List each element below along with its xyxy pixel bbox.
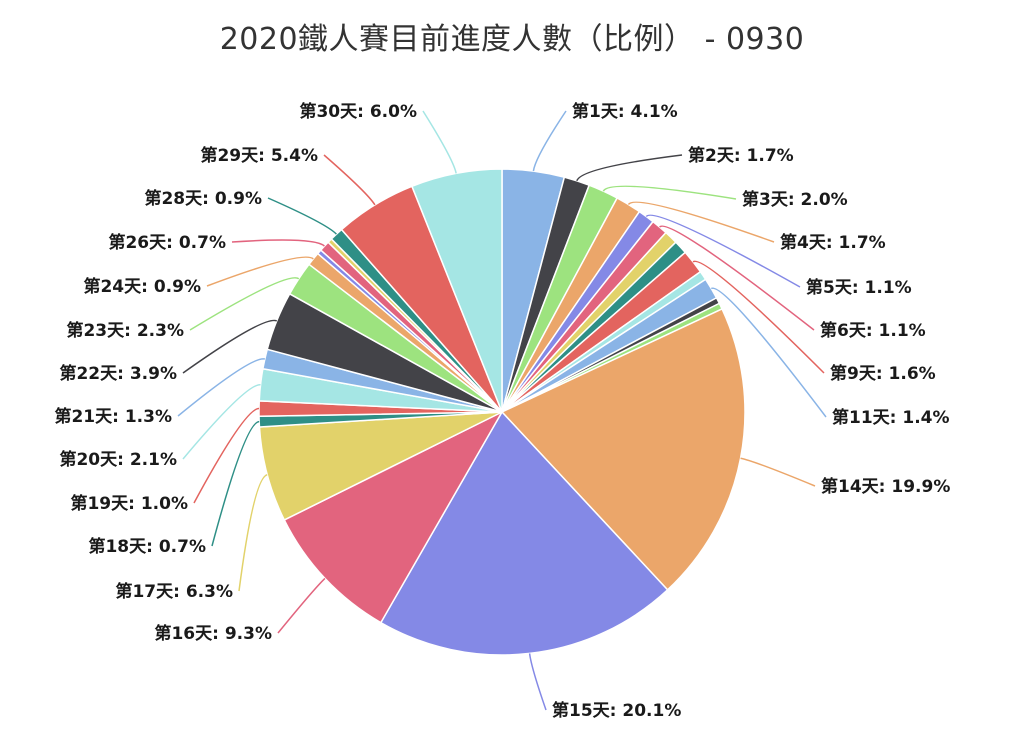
pie-slice-15 (380, 411, 669, 656)
label-connectors (177, 110, 827, 711)
label-connector-20 (182, 384, 261, 460)
slice-label-26: 第26天: 0.7% (108, 232, 226, 253)
pie-slice-30 (411, 168, 503, 413)
slice-label-24: 第24天: 0.9% (83, 276, 201, 297)
label-connector-22 (182, 319, 278, 374)
label-connector-29 (323, 154, 376, 206)
slice-label-5: 第5天: 1.1% (806, 277, 912, 298)
label-connector-28 (267, 197, 337, 235)
slice-label-6: 第6天: 1.1% (820, 320, 926, 341)
slice-label-1: 第1天: 4.1% (572, 101, 678, 122)
slice-label-3: 第3天: 2.0% (742, 189, 848, 210)
label-connector-16 (277, 577, 326, 634)
label-connector-26 (231, 239, 325, 247)
slice-label-18: 第18天: 0.7% (88, 536, 206, 557)
label-connector-11 (710, 287, 827, 418)
slice-labels: 第1天: 4.1% 第2天: 1.7% 第3天: 2.0% 第4天: 1.7% 第5天:… (54, 101, 950, 721)
label-connector-3 (602, 185, 737, 200)
label-connector-9 (692, 260, 825, 374)
slice-label-14: 第14天: 19.9% (821, 476, 950, 497)
chart-title: 2020鐵人賽目前進度人數（比例） - 0930 (219, 22, 805, 57)
label-connector-21 (177, 358, 266, 417)
slice-label-20: 第20天: 2.1% (59, 449, 177, 470)
slice-label-16: 第16天: 9.3% (154, 623, 272, 644)
label-connector-17 (238, 473, 268, 592)
slice-label-21: 第21天: 1.3% (54, 406, 172, 427)
slice-label-22: 第22天: 3.9% (59, 363, 177, 384)
slice-label-9: 第9天: 1.6% (830, 363, 936, 384)
label-connector-19 (193, 407, 260, 504)
pie-slice-14 (501, 308, 746, 591)
label-connector-6 (659, 225, 815, 331)
slice-label-4: 第4天: 1.7% (780, 232, 886, 253)
slice-label-23: 第23天: 2.3% (66, 320, 184, 341)
label-connector-4 (627, 201, 775, 243)
pie-slices (258, 168, 746, 656)
slice-label-11: 第11天: 1.4% (832, 407, 950, 428)
label-connector-30 (422, 110, 457, 174)
slice-label-2: 第2天: 1.7% (688, 145, 794, 166)
slice-label-17: 第17天: 6.3% (115, 581, 233, 602)
slice-label-29: 第29天: 5.4% (200, 145, 318, 166)
slice-label-15: 第15天: 20.1% (552, 700, 681, 721)
label-connector-2 (576, 154, 683, 182)
label-connector-1 (532, 110, 567, 172)
slice-label-28: 第28天: 0.9% (144, 188, 262, 209)
slice-label-30: 第30天: 6.0% (299, 101, 417, 122)
label-connector-18 (211, 420, 260, 547)
slice-label-19: 第19天: 1.0% (70, 493, 188, 514)
label-connector-23 (189, 277, 300, 331)
label-connector-14 (740, 457, 816, 487)
label-connector-15 (528, 653, 547, 711)
label-connector-24 (206, 256, 314, 287)
label-connector-5 (645, 214, 801, 288)
